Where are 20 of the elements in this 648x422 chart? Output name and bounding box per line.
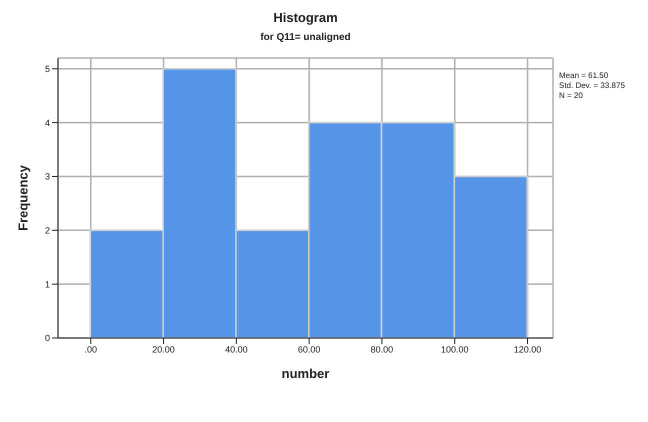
y-tick-label: 1 — [44, 279, 50, 290]
x-tick-label: 120.00 — [514, 344, 542, 354]
x-tick-label: 60.00 — [298, 344, 320, 354]
x-tick-label: 40.00 — [225, 344, 248, 354]
y-tick-label: 0 — [44, 333, 50, 344]
y-tick-label: 4 — [44, 118, 50, 128]
x-tick-label: 20.00 — [152, 344, 175, 354]
x-tick-label: .00 — [84, 344, 98, 354]
text: Mean = 61.50 — [559, 71, 610, 81]
x-tick-label: 80.00 — [370, 344, 394, 354]
y-axis-title: Frequency — [16, 164, 31, 231]
chart-title: Histogram — [272, 10, 339, 25]
y-tick-label: 2 — [44, 226, 50, 236]
y-tick-label: 5 — [44, 64, 50, 74]
y-tick-label: 3 — [44, 172, 50, 182]
x-tick-label: 100.00 — [440, 344, 468, 354]
chart-subtitle: for Q11= unaligned — [259, 32, 352, 43]
text: Std. Dev. = 33.875 — [559, 81, 625, 91]
x-axis-title: number — [282, 366, 330, 381]
text: N = 20 — [559, 91, 584, 101]
